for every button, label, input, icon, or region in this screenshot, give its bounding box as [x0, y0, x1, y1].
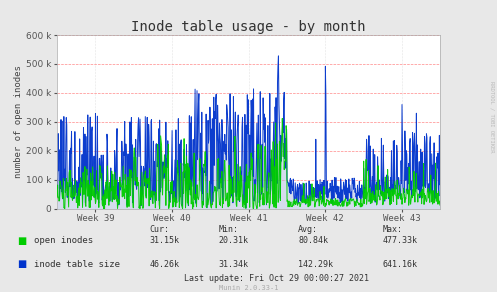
Text: 477.33k: 477.33k: [383, 237, 417, 245]
Y-axis label: number of open inodes: number of open inodes: [14, 65, 23, 178]
Text: 46.26k: 46.26k: [149, 260, 179, 269]
Text: 20.31k: 20.31k: [219, 237, 248, 245]
Text: 31.15k: 31.15k: [149, 237, 179, 245]
Text: Max:: Max:: [383, 225, 403, 234]
Text: Cur:: Cur:: [149, 225, 169, 234]
Text: inode table size: inode table size: [34, 260, 120, 269]
Text: Munin 2.0.33-1: Munin 2.0.33-1: [219, 284, 278, 291]
Text: Avg:: Avg:: [298, 225, 318, 234]
Text: Min:: Min:: [219, 225, 239, 234]
Text: 641.16k: 641.16k: [383, 260, 417, 269]
Text: 80.84k: 80.84k: [298, 237, 328, 245]
Text: open inodes: open inodes: [34, 237, 93, 245]
Text: Last update: Fri Oct 29 00:00:27 2021: Last update: Fri Oct 29 00:00:27 2021: [184, 274, 369, 283]
Title: Inode table usage - by month: Inode table usage - by month: [131, 20, 366, 34]
Text: ■: ■: [17, 236, 27, 246]
Text: 31.34k: 31.34k: [219, 260, 248, 269]
Text: RRDTOOL / TOBI OETIKER: RRDTOOL / TOBI OETIKER: [490, 81, 495, 152]
Text: ■: ■: [17, 259, 27, 269]
Text: 142.29k: 142.29k: [298, 260, 333, 269]
